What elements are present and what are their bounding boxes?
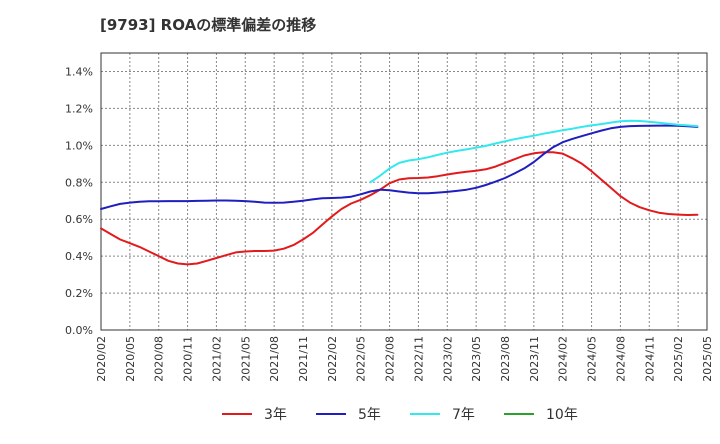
y-tick-label: 0.8%: [65, 176, 93, 189]
x-tick-label: 2021/05: [239, 336, 252, 382]
x-tick-label: 2023/08: [499, 336, 512, 382]
y-tick-label: 0.0%: [65, 324, 93, 337]
x-tick-label: 2023/11: [528, 336, 541, 382]
y-tick-label: 1.2%: [65, 102, 93, 115]
legend-label-3: 7年: [452, 407, 475, 423]
x-tick-label: 2022/11: [412, 336, 425, 382]
x-tick-label: 2022/05: [355, 336, 368, 382]
legend-label-2: 5年: [358, 407, 381, 423]
x-tick-label: 2022/08: [384, 336, 397, 382]
x-tick-label: 2020/11: [182, 336, 195, 382]
series-line-3: [369, 119, 699, 184]
legend-label-1: 3年: [264, 407, 287, 423]
series-line-2: [100, 124, 699, 210]
x-tick-label: 2021/02: [210, 336, 223, 382]
x-tick-label: 2024/05: [586, 336, 599, 382]
x-tick-label: 2024/08: [614, 336, 627, 382]
series-line-1: [100, 151, 699, 266]
y-tick-label: 1.0%: [65, 139, 93, 152]
x-tick-label: 2020/02: [95, 336, 108, 382]
chart-title: [9793] ROAの標準偏差の推移: [100, 16, 317, 34]
y-tick-label: 0.4%: [65, 250, 93, 263]
x-tick-label: 2024/11: [643, 336, 656, 382]
y-tick-label: 0.6%: [65, 213, 93, 226]
x-tick-label: 2021/08: [268, 336, 281, 382]
x-tick-label: 2025/05: [701, 336, 714, 382]
x-tick-label: 2023/02: [441, 336, 454, 382]
x-tick-label: 2023/05: [470, 336, 483, 382]
y-tick-label: 1.4%: [65, 65, 93, 78]
x-tick-label: 2020/08: [153, 336, 166, 382]
plot-border: [100, 52, 708, 331]
x-tick-label: 2021/11: [297, 336, 310, 382]
x-tick-label: 2025/02: [672, 336, 685, 382]
x-tick-label: 2022/02: [326, 336, 339, 382]
legend-label-4: 10年: [546, 407, 578, 423]
x-tick-label: 2024/02: [557, 336, 570, 382]
x-tick-label: 2020/05: [124, 336, 137, 382]
y-tick-label: 0.2%: [65, 287, 93, 300]
